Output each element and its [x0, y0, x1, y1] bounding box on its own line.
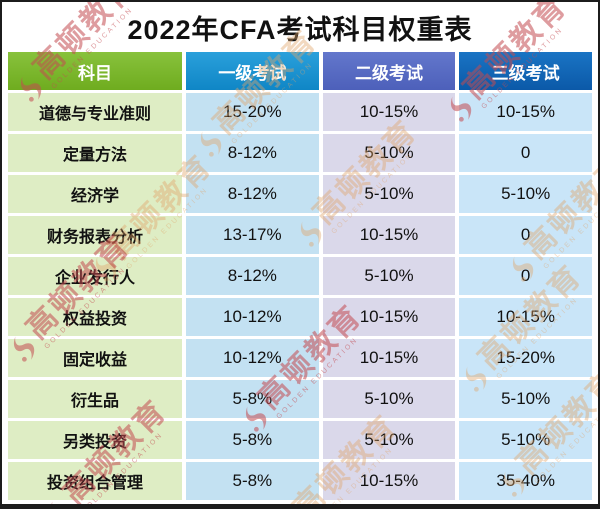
subject-cell: 企业发行人 [8, 257, 182, 295]
subject-cell: 道德与专业准则 [8, 93, 182, 131]
column-header-level2: 二级考试 [322, 52, 456, 90]
subject-cell: 衍生品 [8, 380, 182, 418]
weight-cell: 10-12% [186, 298, 319, 336]
weight-cell: 15-20% [186, 93, 319, 131]
weight-cell: 5-10% [322, 134, 456, 172]
weight-cell: 5-10% [322, 421, 456, 459]
weight-cell: 5-8% [186, 380, 319, 418]
weight-cell: 0 [459, 216, 592, 254]
title-bar: 2022年CFA考试科目权重表 [2, 2, 598, 52]
subject-cell: 另类投资 [8, 421, 182, 459]
subject-cell: 定量方法 [8, 134, 182, 172]
subject-cell: 经济学 [8, 175, 182, 213]
weight-cell: 10-15% [322, 298, 456, 336]
weight-cell: 10-15% [322, 462, 456, 500]
weight-cell: 8-12% [186, 257, 319, 295]
weight-cell: 0 [459, 134, 592, 172]
weight-cell: 5-10% [459, 421, 592, 459]
weight-cell: 5-8% [186, 421, 319, 459]
subject-cell: 固定收益 [8, 339, 182, 377]
weight-cell: 10-15% [459, 93, 592, 131]
weight-cell: 35-40% [459, 462, 592, 500]
weight-cell: 10-15% [322, 93, 456, 131]
weight-cell: 10-12% [186, 339, 319, 377]
weight-cell: 5-10% [322, 257, 456, 295]
weight-cell: 5-10% [322, 175, 456, 213]
cfa-weights-table: 科目 一级考试 二级考试 三级考试 道德与专业准则 15-20% 10-15% … [8, 52, 592, 500]
weight-cell: 8-12% [186, 134, 319, 172]
weight-cell: 5-10% [322, 380, 456, 418]
weight-cell: 0 [459, 257, 592, 295]
weight-cell: 10-15% [459, 298, 592, 336]
weight-cell: 10-15% [322, 339, 456, 377]
weight-cell: 15-20% [459, 339, 592, 377]
weight-cell: 5-10% [459, 175, 592, 213]
weight-cell: 13-17% [186, 216, 319, 254]
weight-cell: 5-10% [459, 380, 592, 418]
subject-cell: 权益投资 [8, 298, 182, 336]
weight-cell: 10-15% [322, 216, 456, 254]
column-header-level1: 一级考试 [186, 52, 319, 90]
column-header-subject: 科目 [8, 52, 182, 90]
weight-cell: 5-8% [186, 462, 319, 500]
subject-cell: 投资组合管理 [8, 462, 182, 500]
column-header-level3: 三级考试 [459, 52, 592, 90]
page-title: 2022年CFA考试科目权重表 [127, 14, 473, 45]
subject-cell: 财务报表分析 [8, 216, 182, 254]
weight-cell: 8-12% [186, 175, 319, 213]
